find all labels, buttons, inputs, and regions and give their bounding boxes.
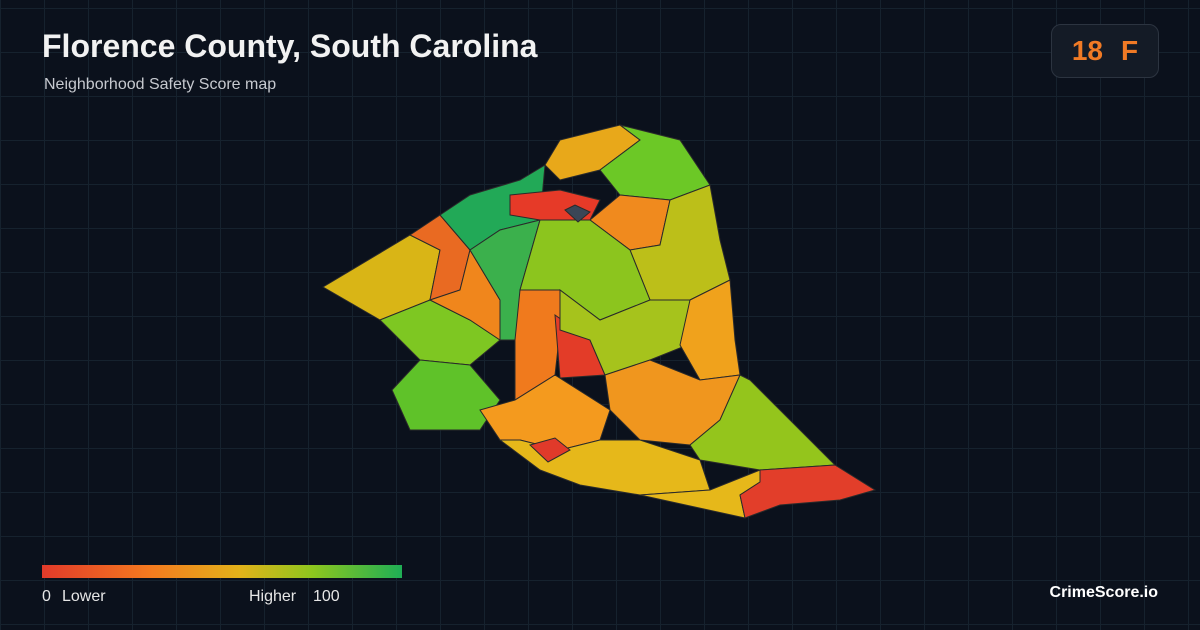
score: 18 bbox=[1071, 35, 1104, 66]
title: Florence County, South Carolina bbox=[42, 28, 538, 64]
legend-high: Higher bbox=[249, 588, 297, 605]
legend-max: 100 bbox=[313, 588, 340, 605]
region bbox=[479, 374, 611, 451]
region bbox=[529, 437, 571, 463]
score-badge: 18 F bbox=[1051, 24, 1159, 78]
region bbox=[564, 204, 591, 223]
brand: CrimeScore.io bbox=[1049, 584, 1158, 601]
legend-low: Lower bbox=[62, 588, 106, 605]
subtitle: Neighborhood Safety Score map bbox=[44, 76, 277, 93]
region bbox=[739, 464, 877, 519]
region bbox=[559, 289, 701, 376]
region bbox=[498, 439, 711, 496]
legend-gradient bbox=[42, 565, 402, 578]
region bbox=[391, 359, 501, 431]
grade: F bbox=[1121, 35, 1139, 66]
legend-min: 0 bbox=[42, 588, 51, 605]
